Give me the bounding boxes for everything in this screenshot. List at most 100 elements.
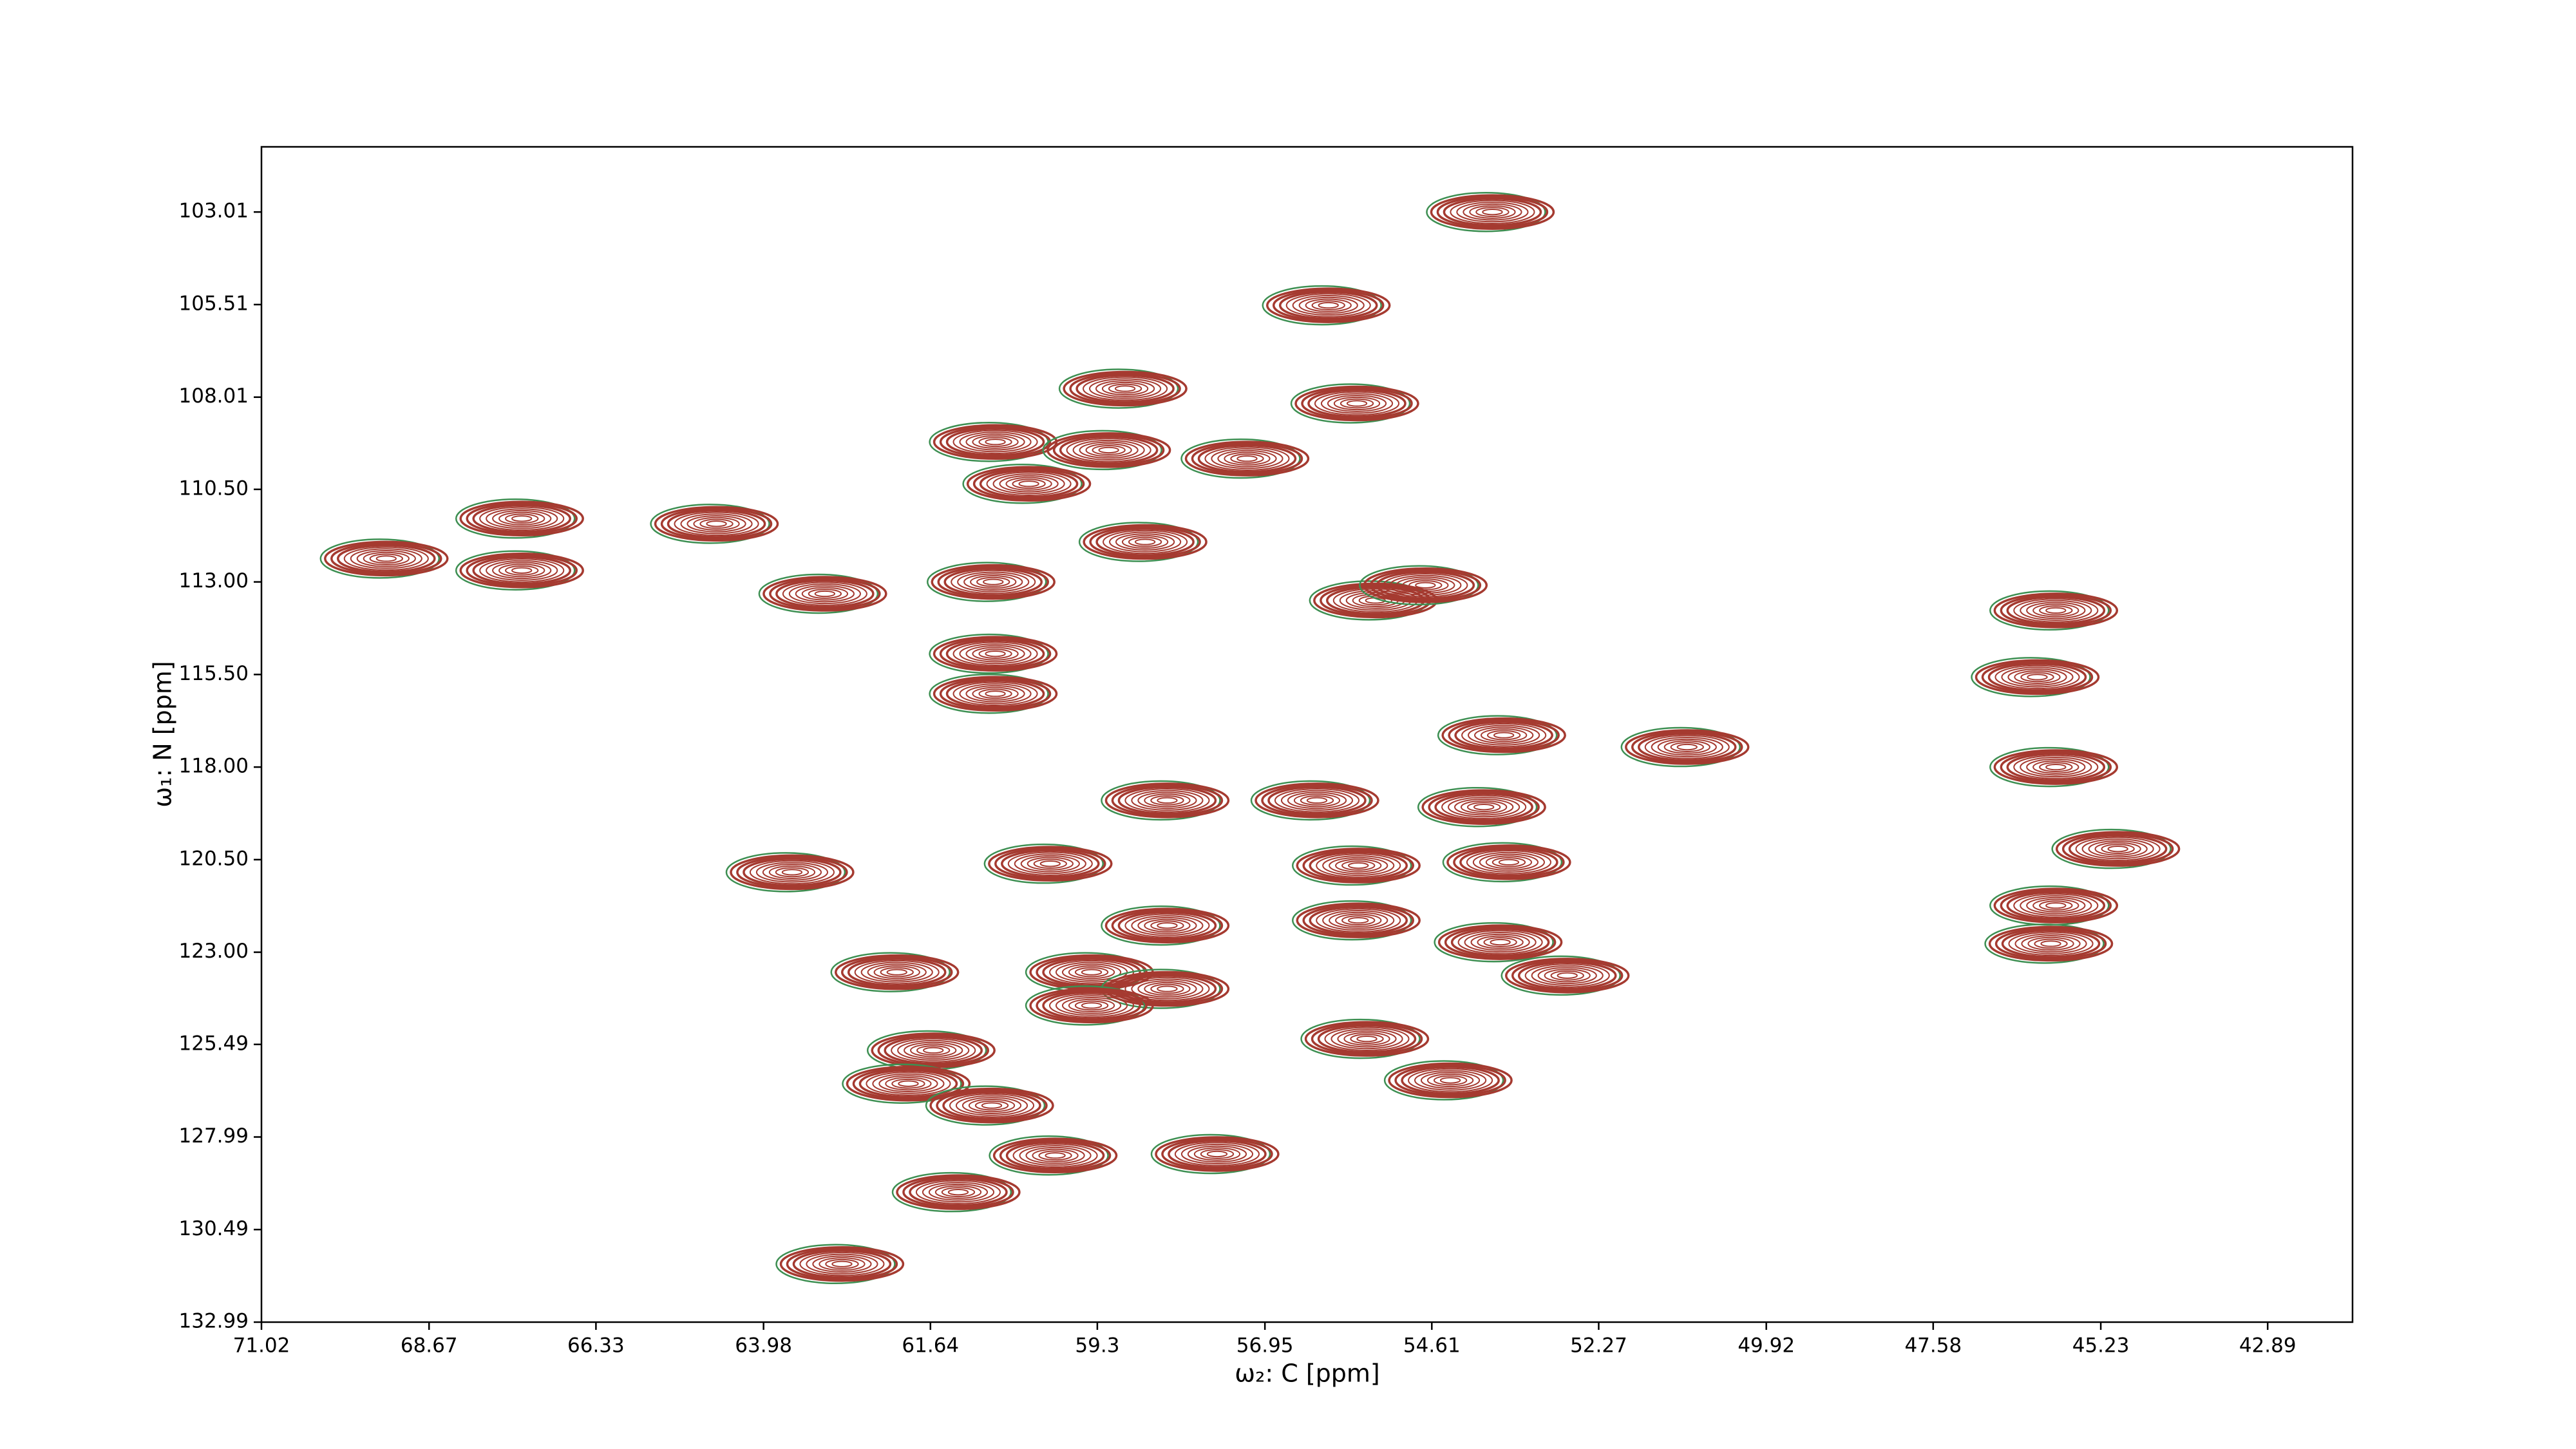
contour-line (2055, 831, 2181, 867)
contour-line (775, 867, 810, 878)
contour-line (966, 466, 1092, 502)
contour-line (1025, 1146, 1085, 1164)
contour-line (660, 507, 773, 540)
contour-line (933, 676, 1058, 712)
x-tick-label: 45.23 (2072, 1334, 2130, 1358)
contour-line (812, 1255, 872, 1273)
contour-line (1316, 853, 1401, 878)
negative-contour (1359, 565, 1479, 606)
negative-contour (455, 550, 576, 591)
contour-line (1108, 383, 1142, 394)
peak (455, 498, 584, 539)
contour-line (860, 961, 933, 983)
contour-line (945, 639, 1045, 668)
contour-line (1157, 985, 1178, 992)
contour-line (1150, 983, 1184, 994)
contour-line (2000, 889, 2112, 922)
negative-contour (1250, 780, 1371, 821)
contour-line (1042, 958, 1141, 987)
contour-line (937, 565, 1050, 598)
negative-contour (962, 463, 1083, 504)
contour-line (959, 683, 1032, 705)
contour-line (1144, 918, 1191, 933)
contour-line (324, 540, 449, 577)
contour-line (1144, 981, 1191, 996)
contour-line (1014, 853, 1086, 875)
contour-line (1095, 527, 1195, 556)
contour-line (1356, 1035, 1378, 1043)
x-tick-label: 56.95 (1236, 1334, 1294, 1358)
negative-contour (2051, 828, 2172, 869)
contour-line (1055, 995, 1128, 1016)
contour-line (2006, 891, 2106, 920)
contour-line (699, 518, 734, 529)
contour-line (1005, 477, 1052, 491)
contour-line (330, 542, 442, 575)
peak (926, 562, 1056, 602)
contour-line (1468, 724, 1540, 746)
contour-line (1329, 857, 1388, 875)
contour-line (1038, 1150, 1072, 1161)
contour-line (1421, 789, 1546, 825)
peak (1989, 746, 2119, 788)
negative-contour (1025, 985, 1146, 1026)
contour-line (511, 567, 533, 574)
contour-line (1477, 935, 1524, 949)
peak (650, 504, 779, 544)
contour-line (1117, 786, 1217, 815)
y-tick-label: 132.99 (179, 1310, 249, 1333)
contour-line (1454, 721, 1553, 750)
contour-line (1448, 797, 1520, 818)
contour-line (1061, 963, 1122, 981)
contour-line (1301, 387, 1413, 420)
contour-line (799, 1251, 885, 1276)
peak (1250, 780, 1379, 821)
negative-contour (1290, 383, 1411, 424)
contour-line (2032, 898, 2079, 913)
peak (929, 422, 1058, 462)
contour-line (781, 869, 803, 876)
contour-line (884, 1036, 983, 1065)
contour-line (992, 1137, 1118, 1174)
contour-line (1197, 444, 1297, 473)
contour-line (1433, 1075, 1468, 1086)
contour-line (2101, 844, 2135, 855)
contour-line (915, 1180, 1001, 1204)
contour-line (1408, 1068, 1493, 1093)
contour-line (808, 589, 842, 599)
peak (929, 674, 1058, 714)
peak (1078, 522, 1208, 562)
contour-line (1444, 926, 1557, 959)
contour-line (749, 860, 835, 885)
peak (1437, 715, 1566, 755)
contour-line (363, 551, 410, 566)
contour-line (343, 546, 429, 571)
contour-line (1450, 200, 1535, 225)
contour-line (834, 954, 960, 990)
contour-line (1446, 844, 1571, 880)
contour-line (337, 544, 436, 573)
contour-line (1020, 855, 1080, 873)
contour-line (1324, 1027, 1410, 1051)
contour-line (831, 1260, 853, 1267)
y-tick-label: 110.50 (179, 477, 249, 500)
contour-line (1466, 850, 1551, 875)
contour-line (1272, 289, 1385, 322)
contour-line (1306, 797, 1328, 804)
contour-line (897, 1039, 970, 1061)
contour-line (1975, 659, 2100, 696)
contour-line (1492, 857, 1526, 867)
contour-line (1448, 719, 1560, 752)
peak (925, 1085, 1054, 1126)
y-tick-label: 127.99 (179, 1124, 249, 1148)
contour-line (985, 690, 1006, 697)
contour-line (976, 576, 1010, 587)
contour-line (854, 960, 940, 985)
contour-line (486, 560, 558, 581)
contour-line (1103, 529, 1188, 554)
contour-line (965, 645, 1025, 663)
contour-line (1394, 1064, 1506, 1097)
contour-line (1420, 1072, 1481, 1089)
contour-line (1089, 378, 1162, 399)
